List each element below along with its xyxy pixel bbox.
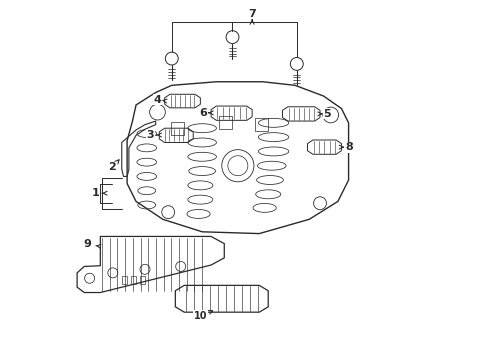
Text: 8: 8 — [345, 142, 353, 152]
Text: 5: 5 — [323, 109, 331, 119]
Text: 2: 2 — [108, 162, 116, 172]
Text: 9: 9 — [83, 239, 91, 249]
Text: 10: 10 — [194, 311, 207, 321]
Text: 4: 4 — [153, 95, 161, 105]
Text: 7: 7 — [248, 9, 256, 19]
Text: 1: 1 — [92, 188, 100, 198]
Text: 3: 3 — [147, 130, 154, 140]
Text: 6: 6 — [199, 108, 207, 118]
